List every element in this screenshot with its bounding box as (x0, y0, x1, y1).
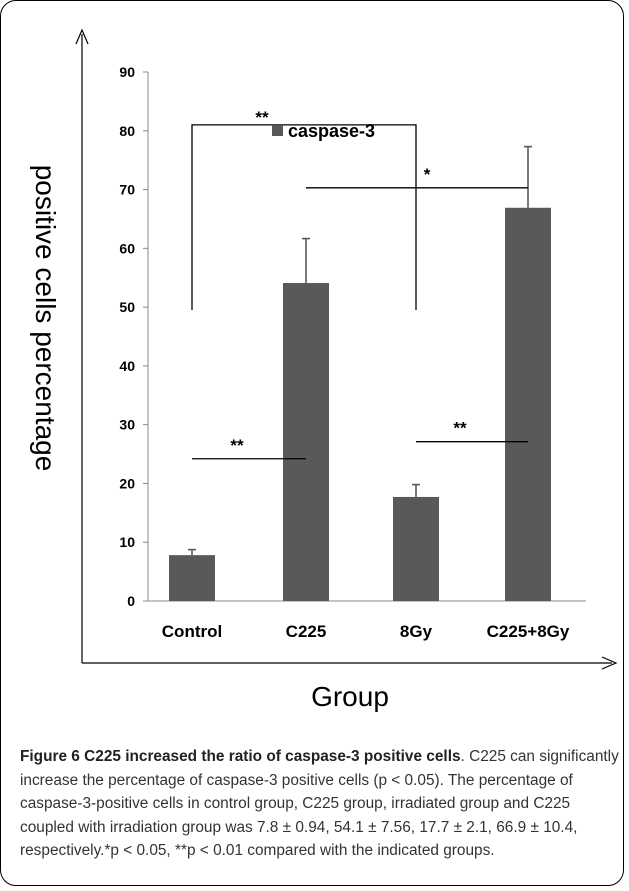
y-tick-label: 90 (119, 64, 135, 80)
y-tick-label: 40 (119, 358, 135, 374)
significance-bracket (191, 124, 417, 311)
bar-chart: 0 10 20 30 40 50 60 70 80 90 Control C225 8Gy C225+8G… (30, 28, 618, 712)
y-tick-label: 10 (119, 534, 135, 550)
significance-label: ** (453, 419, 467, 438)
x-tick-label: C225+8Gy (487, 622, 570, 641)
legend-label: caspase-3 (288, 121, 375, 141)
y-tick-label: 70 (119, 182, 135, 198)
y-axis-title: positive cells percentage (30, 165, 61, 472)
legend-swatch (272, 125, 283, 136)
caption-text: . C225 can significantly increase the pe… (20, 748, 619, 859)
significance-label: ** (230, 436, 244, 455)
x-tick-label: 8Gy (400, 622, 433, 641)
outer-x-axis-arrow-icon (601, 656, 618, 670)
bar-c225 (283, 283, 329, 601)
x-axis-title: Group (311, 681, 389, 712)
y-tick-label: 0 (127, 593, 135, 609)
y-tick-label: 50 (119, 299, 135, 315)
significance-label: ** (255, 108, 269, 127)
caption-label: Figure 6 C225 increased the ratio of cas… (20, 748, 461, 765)
figure-caption: Figure 6 C225 increased the ratio of cas… (20, 745, 620, 863)
y-tick-label: 20 (119, 475, 135, 491)
bar-c225-8gy (505, 207, 551, 601)
outer-y-axis-arrow-icon (75, 28, 89, 45)
bar-8gy (393, 496, 439, 601)
y-tick-label: 30 (119, 417, 135, 433)
bar-control (169, 555, 215, 601)
y-tick-label: 80 (119, 123, 135, 139)
x-tick-label: Control (162, 622, 222, 641)
significance-label: * (424, 165, 431, 184)
x-tick-label: C225 (286, 622, 327, 641)
y-tick-label: 60 (119, 240, 135, 256)
